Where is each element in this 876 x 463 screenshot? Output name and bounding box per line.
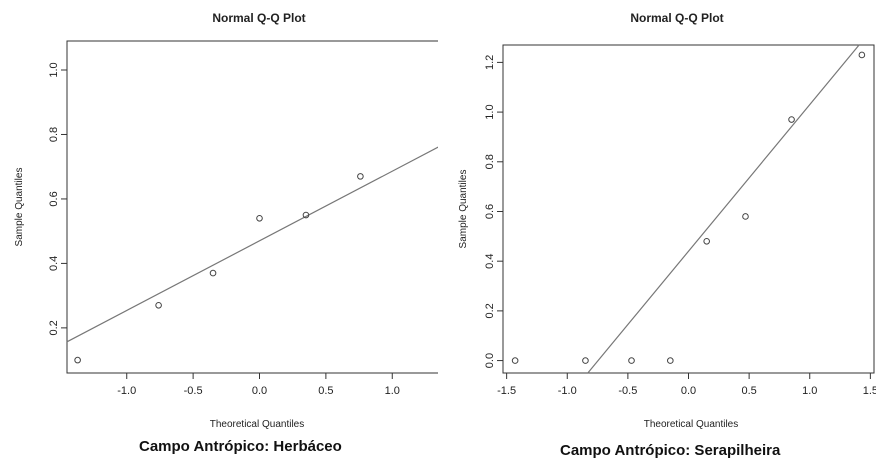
data-point xyxy=(155,302,162,309)
y-tick-label: 0.2 xyxy=(484,303,496,318)
x-tick-label: -0.5 xyxy=(618,385,637,397)
x-tick-label: 0.5 xyxy=(741,385,756,397)
x-axis-label: Theoretical Quantiles xyxy=(210,419,305,430)
chart-title: Normal Q-Q Plot xyxy=(212,11,305,25)
caption-herbaceo: Campo Antrópico: Herbáceo xyxy=(139,438,342,455)
data-point xyxy=(742,213,749,220)
qq-plot-herbaceo: Normal Q-Q Plot -1.0 -0.5 0.0 0.5 1.0 0.2 0.4… xyxy=(14,11,438,430)
data-point xyxy=(302,211,310,219)
y-axis-label: Sample Quantiles xyxy=(458,170,469,249)
y-tick-label: 0.2 xyxy=(48,320,60,335)
data-point xyxy=(703,238,710,245)
x-tick-label: 0.5 xyxy=(318,385,333,397)
y-tick-label: 0.6 xyxy=(484,204,496,219)
data-point xyxy=(582,357,589,364)
data-point xyxy=(256,214,263,222)
x-tick-label: 0.0 xyxy=(681,385,696,397)
y-tick-label: 0.0 xyxy=(484,353,496,368)
qq-plot-serapilheira: Normal Q-Q Plot -1.5 -1.0 -0.5 0.0 0.5 1.0 1.5… xyxy=(458,11,876,430)
y-tick-label: 1.0 xyxy=(484,104,496,119)
y-tick-label: 0.8 xyxy=(48,127,60,142)
x-tick-label: 1.0 xyxy=(802,385,817,397)
data-point xyxy=(511,357,519,364)
plot-frame xyxy=(66,40,438,374)
data-point xyxy=(357,173,364,180)
chart-title: Normal Q-Q Plot xyxy=(630,11,723,25)
data-point xyxy=(628,357,635,364)
x-tick-label: 0.0 xyxy=(252,385,267,397)
data-point xyxy=(858,51,866,59)
data-point xyxy=(788,116,795,123)
y-tick-label: 0.8 xyxy=(484,154,496,169)
reference-line xyxy=(66,146,438,343)
x-tick-label: 1.0 xyxy=(385,385,400,397)
y-tick-label: 1.0 xyxy=(48,62,60,77)
x-tick-label: -0.5 xyxy=(184,385,203,397)
x-tick-label: -1.0 xyxy=(117,385,136,397)
data-point xyxy=(74,356,81,364)
caption-serapilheira: Campo Antrópico: Serapilheira xyxy=(560,442,781,459)
y-tick-label: 0.6 xyxy=(48,191,60,206)
x-tick-label: -1.0 xyxy=(558,385,577,397)
y-axis-label: Sample Quantiles xyxy=(14,168,25,247)
y-tick-label: 0.4 xyxy=(48,256,60,271)
reference-line xyxy=(587,44,860,374)
data-point xyxy=(209,269,217,277)
data-point xyxy=(667,357,674,364)
x-axis-label: Theoretical Quantiles xyxy=(644,419,739,430)
x-tick-label: 1.5 xyxy=(863,385,876,397)
y-tick-label: 0.4 xyxy=(484,254,496,269)
x-tick-label: -1.5 xyxy=(497,385,516,397)
y-tick-label: 1.2 xyxy=(484,55,496,70)
